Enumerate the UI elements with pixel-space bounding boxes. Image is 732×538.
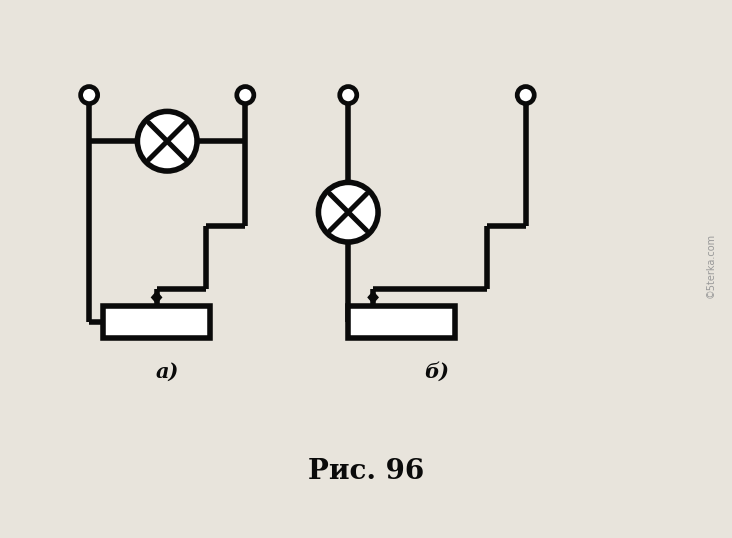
Circle shape <box>138 111 197 171</box>
Circle shape <box>518 87 534 104</box>
Text: б): б) <box>425 362 449 382</box>
Circle shape <box>318 182 378 242</box>
Text: ©5terka.com: ©5terka.com <box>706 233 715 298</box>
Text: Рис. 96: Рис. 96 <box>308 458 424 485</box>
Bar <box>348 306 455 338</box>
Circle shape <box>81 87 97 104</box>
Bar <box>103 306 210 338</box>
Polygon shape <box>368 292 378 303</box>
Circle shape <box>236 87 254 104</box>
Circle shape <box>340 87 356 104</box>
Polygon shape <box>152 292 162 303</box>
Text: а): а) <box>155 362 179 382</box>
